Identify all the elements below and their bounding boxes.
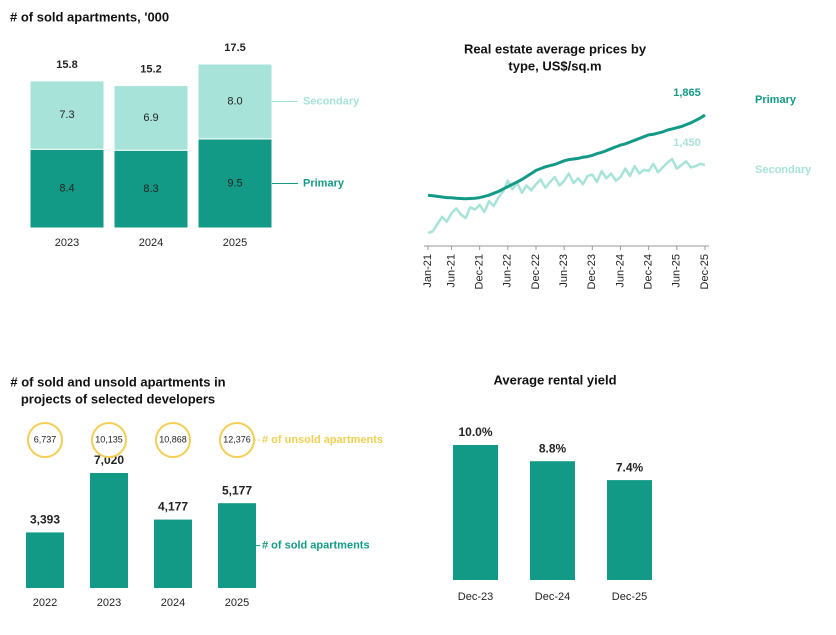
x-tick-label: 2025: [225, 597, 249, 609]
bar: [29, 148, 105, 229]
bar: [607, 480, 652, 580]
x-tick-label: Jan-21: [422, 254, 434, 288]
bar: [530, 461, 575, 580]
x-tick-label: Jun-24: [614, 254, 626, 288]
end-label: 1,450: [673, 137, 701, 149]
value-label: 3,393: [30, 513, 60, 527]
x-tick-label: Jun-22: [502, 254, 514, 288]
value-label: 9.5: [227, 177, 242, 189]
legend-label: Primary: [303, 177, 345, 189]
unsold-circle: [91, 422, 127, 458]
chart-title: projects of selected developers: [21, 391, 215, 406]
unsold-circle: [27, 422, 63, 458]
value-label: 6.9: [143, 112, 158, 124]
bar: [26, 532, 64, 588]
value-label: 7.4%: [616, 460, 644, 474]
x-tick-label: Dec-23: [458, 591, 493, 603]
x-tick-label: Dec-24: [643, 254, 655, 289]
value-label: 5,177: [222, 483, 252, 497]
x-tick-label: 2025: [223, 237, 247, 249]
x-tick-label: Dec-23: [586, 254, 598, 289]
value-label: 8.8%: [539, 441, 567, 455]
chart-title: Real estate average prices by: [464, 41, 647, 56]
legend-label: Secondary: [755, 164, 812, 176]
x-tick-label: Dec-22: [530, 254, 542, 289]
value-label: 8.4: [59, 183, 74, 195]
x-tick-label: 2023: [97, 597, 121, 609]
chart-title: type, US$/sq.m: [508, 58, 601, 73]
x-tick-label: Jun-25: [671, 254, 683, 288]
x-tick-label: 2024: [139, 237, 163, 249]
end-label: 1,865: [673, 87, 701, 99]
bar: [197, 63, 273, 140]
legend-label: Primary: [755, 94, 797, 106]
chart-title: # of sold and unsold apartments in: [10, 374, 225, 389]
bar: [453, 445, 498, 580]
total-label: 17.5: [224, 42, 245, 54]
x-tick-label: 2022: [33, 597, 57, 609]
value-label: 12,376: [223, 434, 251, 444]
chart-title: # of sold apartments, '000: [10, 9, 169, 24]
value-label: 7,020: [94, 453, 124, 467]
x-tick-label: 2023: [55, 237, 79, 249]
value-label: 4,177: [158, 500, 188, 514]
legend-label: Secondary: [303, 95, 360, 107]
x-tick-label: Dec-25: [699, 254, 711, 289]
bar: [90, 473, 128, 588]
value-label: 10,868: [159, 434, 187, 444]
unsold-circle: [155, 422, 191, 458]
value-label: 10.0%: [458, 425, 492, 439]
price-line: [427, 113, 706, 201]
x-tick-label: Dec-21: [474, 254, 486, 289]
chart-title: Average rental yield: [493, 372, 616, 387]
legend-label: # of sold apartments: [262, 540, 370, 552]
bar: [218, 503, 256, 588]
price-line: [427, 157, 706, 235]
total-label: 15.2: [140, 63, 161, 75]
bar: [154, 519, 192, 588]
x-tick-label: Dec-25: [612, 591, 647, 603]
value-label: 6,737: [34, 434, 57, 444]
value-label: 7.3: [59, 109, 74, 121]
value-label: 8.3: [143, 183, 158, 195]
x-tick-label: 2024: [161, 597, 185, 609]
legend-label: # of unsold apartments: [262, 434, 383, 446]
value-label: 8.0: [227, 95, 242, 107]
x-tick-label: Jun-21: [445, 254, 457, 288]
total-label: 15.8: [56, 59, 77, 71]
bar: [197, 138, 273, 229]
value-label: 10,135: [95, 434, 123, 444]
x-tick-label: Dec-24: [535, 591, 570, 603]
x-tick-label: Jun-23: [558, 254, 570, 288]
bar: [29, 80, 105, 150]
bar: [113, 85, 189, 151]
